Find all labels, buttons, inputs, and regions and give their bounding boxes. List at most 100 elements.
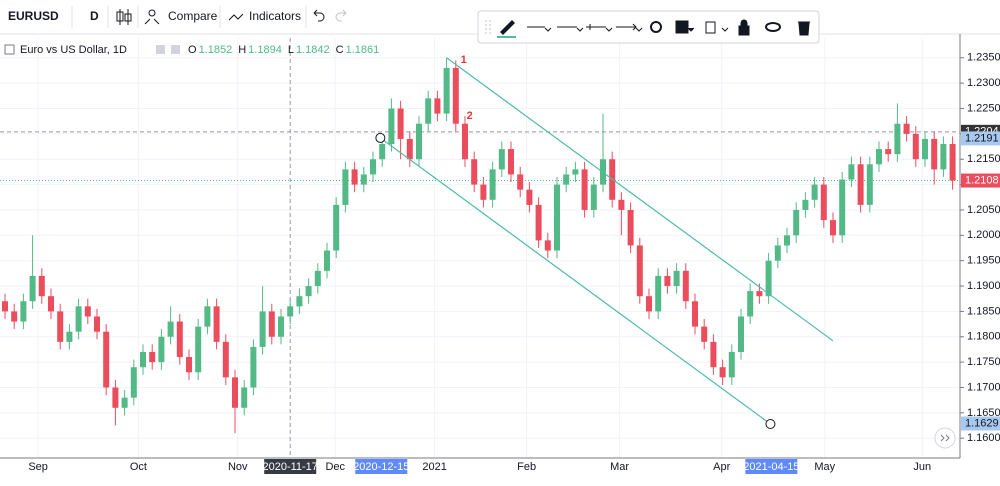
candle-body: [489, 169, 496, 200]
candle-icon[interactable]: [116, 9, 132, 25]
candle-body: [388, 108, 395, 145]
candle-body: [360, 174, 367, 185]
x-tick-label: Feb: [517, 461, 536, 473]
candle-body: [103, 331, 110, 388]
candle-body: [701, 326, 708, 342]
line-style[interactable]: [527, 26, 552, 32]
legend-icon[interactable]: [171, 45, 180, 54]
candle-body: [820, 184, 827, 221]
channel-handle: [765, 419, 776, 430]
line-start[interactable]: [586, 24, 613, 32]
candle-body: [29, 275, 36, 302]
price-label: 1.1629: [961, 416, 1000, 431]
legend-value: 1.1861: [346, 44, 380, 56]
y-tick-label: 1.1750: [967, 356, 1000, 368]
legend-key: C: [336, 44, 344, 56]
undo-button[interactable]: [313, 9, 325, 22]
pen-tool[interactable]: [500, 20, 515, 35]
candle-body: [342, 169, 349, 205]
candle-body: [719, 367, 726, 378]
candle-body: [664, 275, 671, 287]
x-tick-label: Nov: [228, 461, 248, 473]
candle-body: [84, 306, 91, 317]
legend-key: L: [288, 44, 294, 56]
candle-body: [636, 245, 643, 297]
x-tick-label: 2021: [422, 461, 446, 473]
candle-body: [443, 67, 450, 114]
y-tick-label: 1.2150: [967, 153, 1000, 165]
interval[interactable]: D: [90, 9, 99, 23]
symbol[interactable]: EURUSD: [8, 9, 59, 23]
candle-body: [747, 291, 754, 317]
x-tick-label: Jun: [913, 461, 931, 473]
candle-body: [452, 67, 459, 124]
date-marker-bg: [745, 459, 798, 474]
line-width[interactable]: [557, 26, 584, 32]
candle-body: [186, 357, 192, 373]
visibility-button[interactable]: [765, 22, 781, 32]
candle-body: [876, 149, 882, 165]
candle-body: [894, 123, 901, 155]
candle-body: [655, 275, 662, 312]
scroll-right-button[interactable]: [934, 427, 956, 449]
candle-body: [351, 169, 358, 185]
price-label-text: 1.2191: [965, 132, 999, 144]
candle-body: [167, 321, 174, 337]
candle-body: [581, 169, 588, 210]
y-tick-label: 1.1850: [967, 305, 1000, 317]
candle-body: [425, 98, 432, 124]
clone-button[interactable]: [705, 21, 729, 34]
candle-body: [922, 138, 928, 160]
compare-icon[interactable]: [144, 9, 160, 25]
candle-body: [949, 144, 956, 181]
y-tick-label: 1.2300: [967, 77, 1000, 89]
candle-body: [149, 351, 156, 363]
template-button[interactable]: [675, 20, 695, 34]
candle-body: [738, 316, 744, 352]
legend-icon[interactable]: [156, 45, 165, 54]
candle-body: [305, 286, 312, 297]
candle-body: [646, 296, 652, 312]
y-tick-label: 1.1650: [967, 407, 1000, 419]
legend-value: 1.1842: [296, 44, 330, 56]
drawing-toolbar: [477, 10, 820, 44]
candle-body: [112, 387, 119, 408]
delete-button[interactable]: [798, 21, 810, 36]
channel-line: [380, 137, 771, 425]
candle-body: [857, 164, 864, 205]
candle-body: [885, 149, 892, 155]
indicators-icon[interactable]: [228, 13, 244, 21]
x-tick-label: Mar: [610, 461, 629, 473]
y-tick-label: 1.2250: [967, 102, 1000, 114]
legend: Euro vs US Dollar, 1D O 1.1852 H 1.1894 L 1.1…: [4, 44, 380, 56]
collapse-toggle[interactable]: [4, 44, 15, 55]
candle-body: [710, 341, 717, 368]
line-end[interactable]: [616, 23, 643, 32]
indicators-button[interactable]: Indicators: [249, 9, 301, 23]
channel-line: [446, 57, 834, 342]
plot-area: 1.1600 1.1650 1.1700 1.1750 1.1800 1.1850 1.19…: [0, 34, 1000, 474]
candle-body: [498, 149, 505, 170]
date-marker-label: 2021-04-15: [743, 461, 799, 473]
candle-body: [75, 306, 82, 332]
candle-body: [20, 301, 27, 322]
y-tick-label: 1.1600: [967, 432, 1000, 444]
settings-button[interactable]: [650, 21, 662, 33]
y-tick-label: 1.1700: [967, 381, 1000, 393]
candle-body: [416, 123, 422, 160]
scroll-icon: [940, 434, 950, 442]
drawing-toolbar-bg: [477, 10, 820, 44]
candle-body: [204, 306, 211, 327]
candle-body: [544, 240, 551, 251]
candle-body: [462, 123, 468, 160]
candle-body: [793, 209, 800, 236]
compare-button[interactable]: Compare: [168, 9, 218, 23]
lock-button[interactable]: [738, 19, 750, 36]
candle-body: [673, 270, 680, 287]
candle-body: [379, 144, 386, 160]
candle-body: [195, 326, 202, 373]
annotation: 1: [461, 54, 467, 66]
x-tick-label: Oct: [130, 461, 147, 473]
redo-button[interactable]: [335, 9, 347, 22]
